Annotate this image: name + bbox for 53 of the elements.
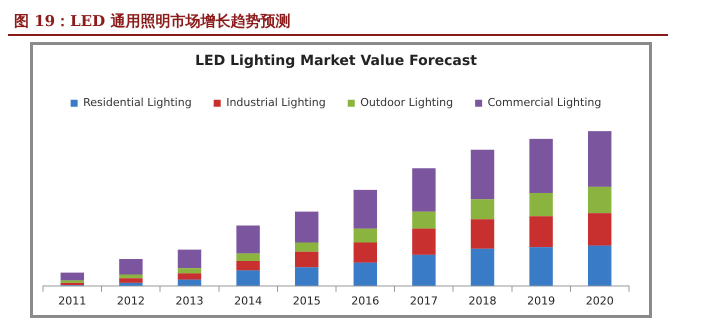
bar	[354, 242, 378, 263]
bar	[354, 228, 378, 243]
x-tick-label: 2018	[468, 294, 496, 308]
bar	[294, 252, 318, 268]
bar	[412, 212, 436, 229]
chart-subtitle: LED Lighting Market Value Forecast	[195, 53, 478, 70]
bar	[178, 250, 202, 268]
bar	[236, 261, 260, 270]
bar	[294, 212, 318, 243]
bar	[354, 190, 378, 229]
bar	[470, 219, 494, 249]
legend-label: Outdoor Lighting	[360, 96, 454, 110]
x-tick-label: 2017	[410, 294, 438, 308]
bar	[588, 131, 612, 187]
chart-title: 图 19：LED 通用照明市场增长趋势预测	[8, 8, 668, 36]
bar	[294, 242, 318, 252]
bar	[412, 168, 436, 212]
bar	[119, 274, 143, 278]
bar	[119, 259, 143, 275]
bar	[529, 247, 553, 286]
bar	[178, 268, 202, 274]
x-tick-label: 2016	[351, 294, 380, 308]
bar	[470, 248, 494, 286]
x-tick-label: 2014	[234, 294, 262, 308]
legend-label: Industrial Lighting	[226, 96, 326, 110]
bar	[588, 246, 612, 286]
x-tick-label: 2020	[586, 294, 614, 308]
x-tick-label: 2012	[116, 294, 145, 308]
bar	[354, 262, 378, 286]
legend-label: Commercial Lighting	[488, 96, 602, 110]
x-tick-label: 2019	[527, 294, 556, 308]
bar	[529, 138, 553, 194]
bar	[236, 253, 260, 262]
bar	[529, 193, 553, 216]
bar	[60, 280, 84, 283]
bar	[412, 254, 436, 286]
bar	[178, 280, 202, 286]
bar	[178, 273, 202, 280]
bar	[470, 199, 494, 220]
bar	[470, 150, 494, 200]
bar	[294, 267, 318, 286]
bar	[236, 270, 260, 286]
bar	[60, 272, 84, 280]
bar	[236, 225, 260, 254]
x-tick-label: 2015	[292, 294, 321, 308]
legend-label: Residential Lighting	[83, 96, 192, 110]
bar	[529, 216, 553, 248]
bar	[588, 186, 612, 214]
x-tick-label: 2013	[176, 294, 204, 308]
bar	[412, 228, 436, 255]
bar	[119, 278, 143, 283]
bar	[588, 213, 612, 246]
x-tick-label: 2011	[58, 294, 86, 308]
